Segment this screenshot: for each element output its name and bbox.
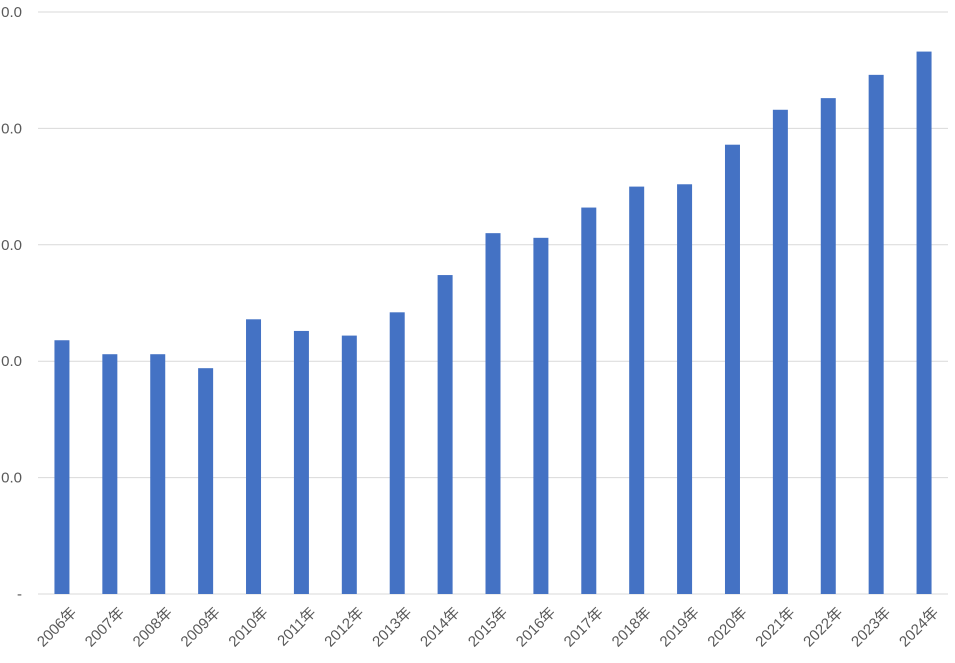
bar-11 xyxy=(581,207,597,594)
bars xyxy=(54,51,932,595)
bar-16 xyxy=(820,98,836,595)
bar-17 xyxy=(868,74,884,594)
x-tick-label: 2013年 xyxy=(369,604,415,650)
x-tick-label: 2024年 xyxy=(896,604,942,650)
bar-14 xyxy=(724,144,740,595)
y-tick-label: - xyxy=(17,586,22,603)
x-tick-label: 2020年 xyxy=(704,604,750,650)
x-tick-label: 2022年 xyxy=(800,604,846,650)
y-tick-label: 0.0 xyxy=(1,120,22,137)
bar-6 xyxy=(341,335,357,594)
y-tick-label: 0.0 xyxy=(1,4,22,21)
x-tick-label: 2019年 xyxy=(657,604,703,650)
bar-13 xyxy=(677,184,693,594)
bar-15 xyxy=(772,109,788,594)
x-tick-label: 2017年 xyxy=(561,604,607,650)
bar-12 xyxy=(629,186,645,594)
bar-3 xyxy=(198,368,214,594)
bar-5 xyxy=(293,330,309,594)
x-tick-label: 2009年 xyxy=(178,604,224,650)
bar-7 xyxy=(389,312,405,594)
bar-1 xyxy=(102,354,118,594)
x-tick-label: 2011年 xyxy=(274,604,319,649)
bar-18 xyxy=(916,51,932,595)
x-tick-label: 2023年 xyxy=(848,604,894,650)
bar-0 xyxy=(54,340,70,594)
y-tick-label: 0.0 xyxy=(1,470,22,487)
x-tick-label: 2018年 xyxy=(609,604,655,650)
x-tick-label: 2012年 xyxy=(321,604,367,650)
x-tick-label: 2007年 xyxy=(82,604,128,650)
x-tick-label: 2010年 xyxy=(225,604,271,650)
y-tick-label: 0.0 xyxy=(1,353,22,370)
x-tick-label: 2015年 xyxy=(465,604,511,650)
x-tick-label: 2008年 xyxy=(130,604,176,650)
x-tick-label: 2021年 xyxy=(752,604,798,650)
x-axis-tick-labels: 2006年 2007年 2008年 2009年 2010年 2011年 2012年 2013年… xyxy=(34,604,942,650)
bar-9 xyxy=(485,233,501,594)
y-tick-label: 0.0 xyxy=(1,237,22,254)
bar-2 xyxy=(150,354,166,594)
x-tick-label: 2006年 xyxy=(34,604,80,650)
bar-4 xyxy=(246,319,262,594)
y-axis-tick-labels: - 0.0 0.0 0.0 0.0 0.0 xyxy=(1,4,22,603)
x-tick-label: 2014年 xyxy=(417,604,463,650)
bar-10 xyxy=(533,237,549,595)
x-tick-label: 2016年 xyxy=(513,604,559,650)
bar-8 xyxy=(437,275,453,594)
